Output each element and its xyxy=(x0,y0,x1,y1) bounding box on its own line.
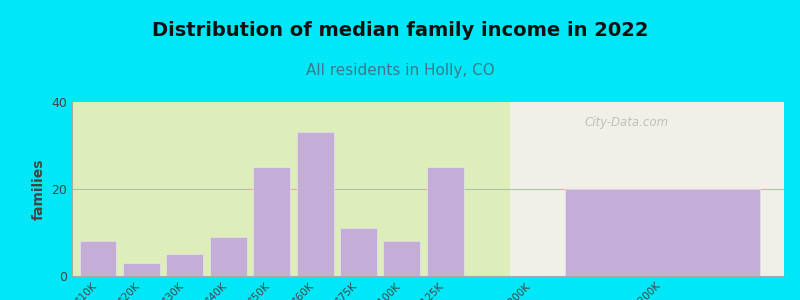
Bar xyxy=(79,241,117,276)
Bar xyxy=(254,167,290,276)
Bar xyxy=(166,254,203,276)
Bar xyxy=(210,237,246,276)
Bar xyxy=(340,228,377,276)
Text: Distribution of median family income in 2022: Distribution of median family income in … xyxy=(152,21,648,40)
Bar xyxy=(427,167,464,276)
Text: All residents in Holly, CO: All residents in Holly, CO xyxy=(306,63,494,78)
Bar xyxy=(123,263,160,276)
Bar xyxy=(72,102,510,276)
Y-axis label: families: families xyxy=(32,158,46,220)
Bar xyxy=(297,133,334,276)
Text: City-Data.com: City-Data.com xyxy=(585,116,669,129)
Bar xyxy=(565,189,760,276)
Bar xyxy=(383,241,421,276)
